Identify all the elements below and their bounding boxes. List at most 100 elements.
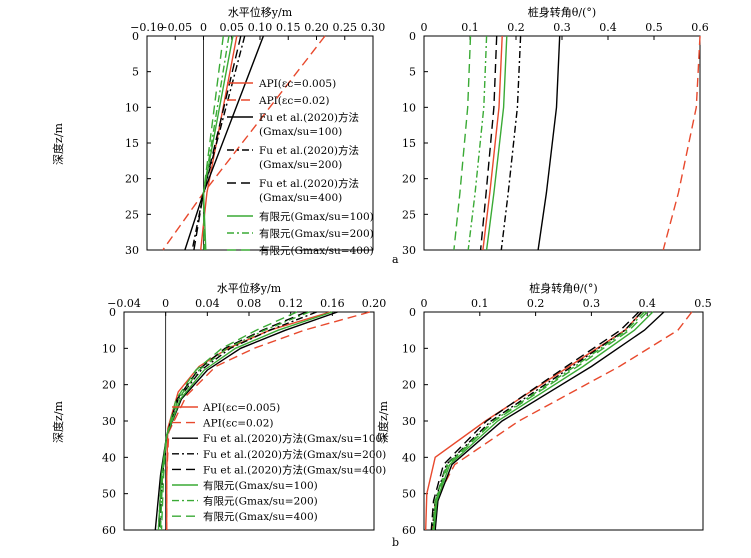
a-right-xtick-label: 0.4 <box>599 21 617 34</box>
a-right-series-7 <box>453 35 472 251</box>
legend-a-label2-3: (Gmax/su=200) <box>259 159 342 171</box>
b-left-ylabel: 深度z/m <box>51 400 65 443</box>
a-left-ylabel: 深度z/m <box>51 122 65 165</box>
b-right-ytick-label: 60 <box>402 524 416 537</box>
b-left-series-4 <box>158 311 307 531</box>
legend-a-label-2: Fu et al.(2020)方法 <box>259 111 359 124</box>
a-right-ytick-label: 10 <box>402 101 416 114</box>
b-left-xtick-label: 0.12 <box>278 297 303 310</box>
b-right-series-1 <box>431 311 693 531</box>
a-left-ytick-label: 5 <box>132 66 139 79</box>
a-left-xtick-label: 0 <box>200 21 207 34</box>
legend-b-label-4: Fu et al.(2020)方法(Gmax/su=400) <box>203 463 386 476</box>
a-left-xtick-label: −0.05 <box>158 21 192 34</box>
b-right-frame <box>423 311 704 531</box>
b-left-series-5 <box>157 311 333 531</box>
a-left-ytick-label: 30 <box>125 244 139 257</box>
a-left-ytick-label: 0 <box>132 30 139 43</box>
a-right-ytick-label: 30 <box>402 244 416 257</box>
legend-a-label-3: Fu et al.(2020)方法 <box>259 144 359 157</box>
a-left-ytick-label: 15 <box>125 137 139 150</box>
a-left-ytick-label: 10 <box>125 101 139 114</box>
a-left-ytick-label: 20 <box>125 173 139 186</box>
b-right-ytick-label: 40 <box>402 451 416 464</box>
b-left-xtick-label: 0 <box>162 297 169 310</box>
a-right-series-6 <box>467 35 488 251</box>
b-right-series-2 <box>434 311 665 531</box>
a-left-xtick-label: 0.25 <box>333 21 358 34</box>
a-right-xtick-label: 0.5 <box>645 21 663 34</box>
legend-b-label-1: API(εc=0.02) <box>202 418 274 430</box>
legend-a-label-1: API(εc=0.02) <box>258 95 330 107</box>
b-right-xtick-label: 0.5 <box>694 297 712 310</box>
a-right-series-5 <box>485 35 508 251</box>
b-right-series-0 <box>425 311 643 531</box>
a-left-series-0 <box>200 35 238 251</box>
a-left-series-7 <box>202 35 224 251</box>
b-left-xtick-label: 0.16 <box>320 297 345 310</box>
a-left-xtick-label: −0.10 <box>130 21 164 34</box>
sublabel-a: a <box>392 253 399 266</box>
a-right-series-4 <box>479 35 498 251</box>
b-right-series-4 <box>430 311 640 531</box>
a-right-ytick-label: 15 <box>402 137 416 150</box>
b-right-ytick-label: 30 <box>402 415 416 428</box>
b-right-series-7 <box>432 311 648 531</box>
b-right-xtick-label: 0 <box>421 297 428 310</box>
b-left-ytick-label: 50 <box>102 488 116 501</box>
b-left-xlabel: 水平位移y/m <box>217 281 282 295</box>
legend-a-label-6: 有限元(Gmax/su=200) <box>259 227 374 240</box>
a-right-frame <box>423 35 701 251</box>
a-right-series-3 <box>500 35 522 251</box>
a-left-series-5 <box>202 35 234 251</box>
a-left-xtick-label: 0.20 <box>304 21 329 34</box>
a-right-ytick-label: 0 <box>409 30 416 43</box>
b-right-series-6 <box>432 311 645 531</box>
a-right-xtick-label: 0.2 <box>507 21 525 34</box>
b-right-ytick-label: 50 <box>402 488 416 501</box>
legend-b-label-0: API(εc=0.005) <box>202 402 280 414</box>
b-left-ytick-label: 20 <box>102 379 116 392</box>
a-right-ytick-label: 5 <box>409 66 416 79</box>
a-right-xtick-label: 0.1 <box>461 21 479 34</box>
b-left-ytick-label: 60 <box>102 524 116 537</box>
b-right-xtick-label: 0.4 <box>638 297 656 310</box>
a-right-xtick-label: 0.3 <box>553 21 571 34</box>
b-left-xtick-label: 0.20 <box>362 297 387 310</box>
b-right-xtick-label: 0.1 <box>471 297 489 310</box>
legend-a-label2-4: (Gmax/su=400) <box>259 192 342 204</box>
sublabel-b: b <box>392 536 399 549</box>
legend-a-label2-2: (Gmax/su=100) <box>259 126 342 138</box>
legend-b-label-2: Fu et al.(2020)方法(Gmax/su=100) <box>203 432 386 445</box>
a-right-xlabel: 桩身转角θ/(°) <box>528 5 596 19</box>
b-left-xtick-label: 0.04 <box>195 297 220 310</box>
a-right-ytick-label: 20 <box>402 173 416 186</box>
b-right-series-5 <box>433 311 654 531</box>
legend-a-label-0: API(εc=0.005) <box>258 78 336 90</box>
a-right-ytick-label: 25 <box>402 208 416 221</box>
a-left-xtick-label: 0.15 <box>276 21 301 34</box>
b-right-ytick-label: 0 <box>409 306 416 319</box>
legend-a-label-5: 有限元(Gmax/su=100) <box>259 210 374 223</box>
legend-a-label-4: Fu et al.(2020)方法 <box>259 177 359 190</box>
b-left-series-7 <box>160 311 298 531</box>
a-left-xtick-label: 0.10 <box>248 21 273 34</box>
a-right-xtick-label: 0.6 <box>691 21 709 34</box>
b-left-series-2 <box>154 311 338 531</box>
b-left-ytick-label: 10 <box>102 342 116 355</box>
b-right-ytick-label: 20 <box>402 379 416 392</box>
b-right-ytick-label: 10 <box>402 342 416 355</box>
a-left-xlabel: 水平位移y/m <box>228 5 293 19</box>
a-left-ytick-label: 25 <box>125 208 139 221</box>
b-left-ytick-label: 30 <box>102 415 116 428</box>
a-right-series-1 <box>662 35 701 251</box>
legend-b-label-6: 有限元(Gmax/su=200) <box>203 495 318 508</box>
legend-a-label-7: 有限元(Gmax/su=400) <box>259 244 374 257</box>
legend-b-label-3: Fu et al.(2020)方法(Gmax/su=200) <box>203 448 386 461</box>
b-left-series-6 <box>159 311 310 531</box>
a-right-xtick-label: 0 <box>421 21 428 34</box>
a-left-xtick-label: 0.05 <box>220 21 245 34</box>
b-left-series-1 <box>165 311 370 530</box>
b-right-ylabel: 深度z/m <box>376 400 390 443</box>
